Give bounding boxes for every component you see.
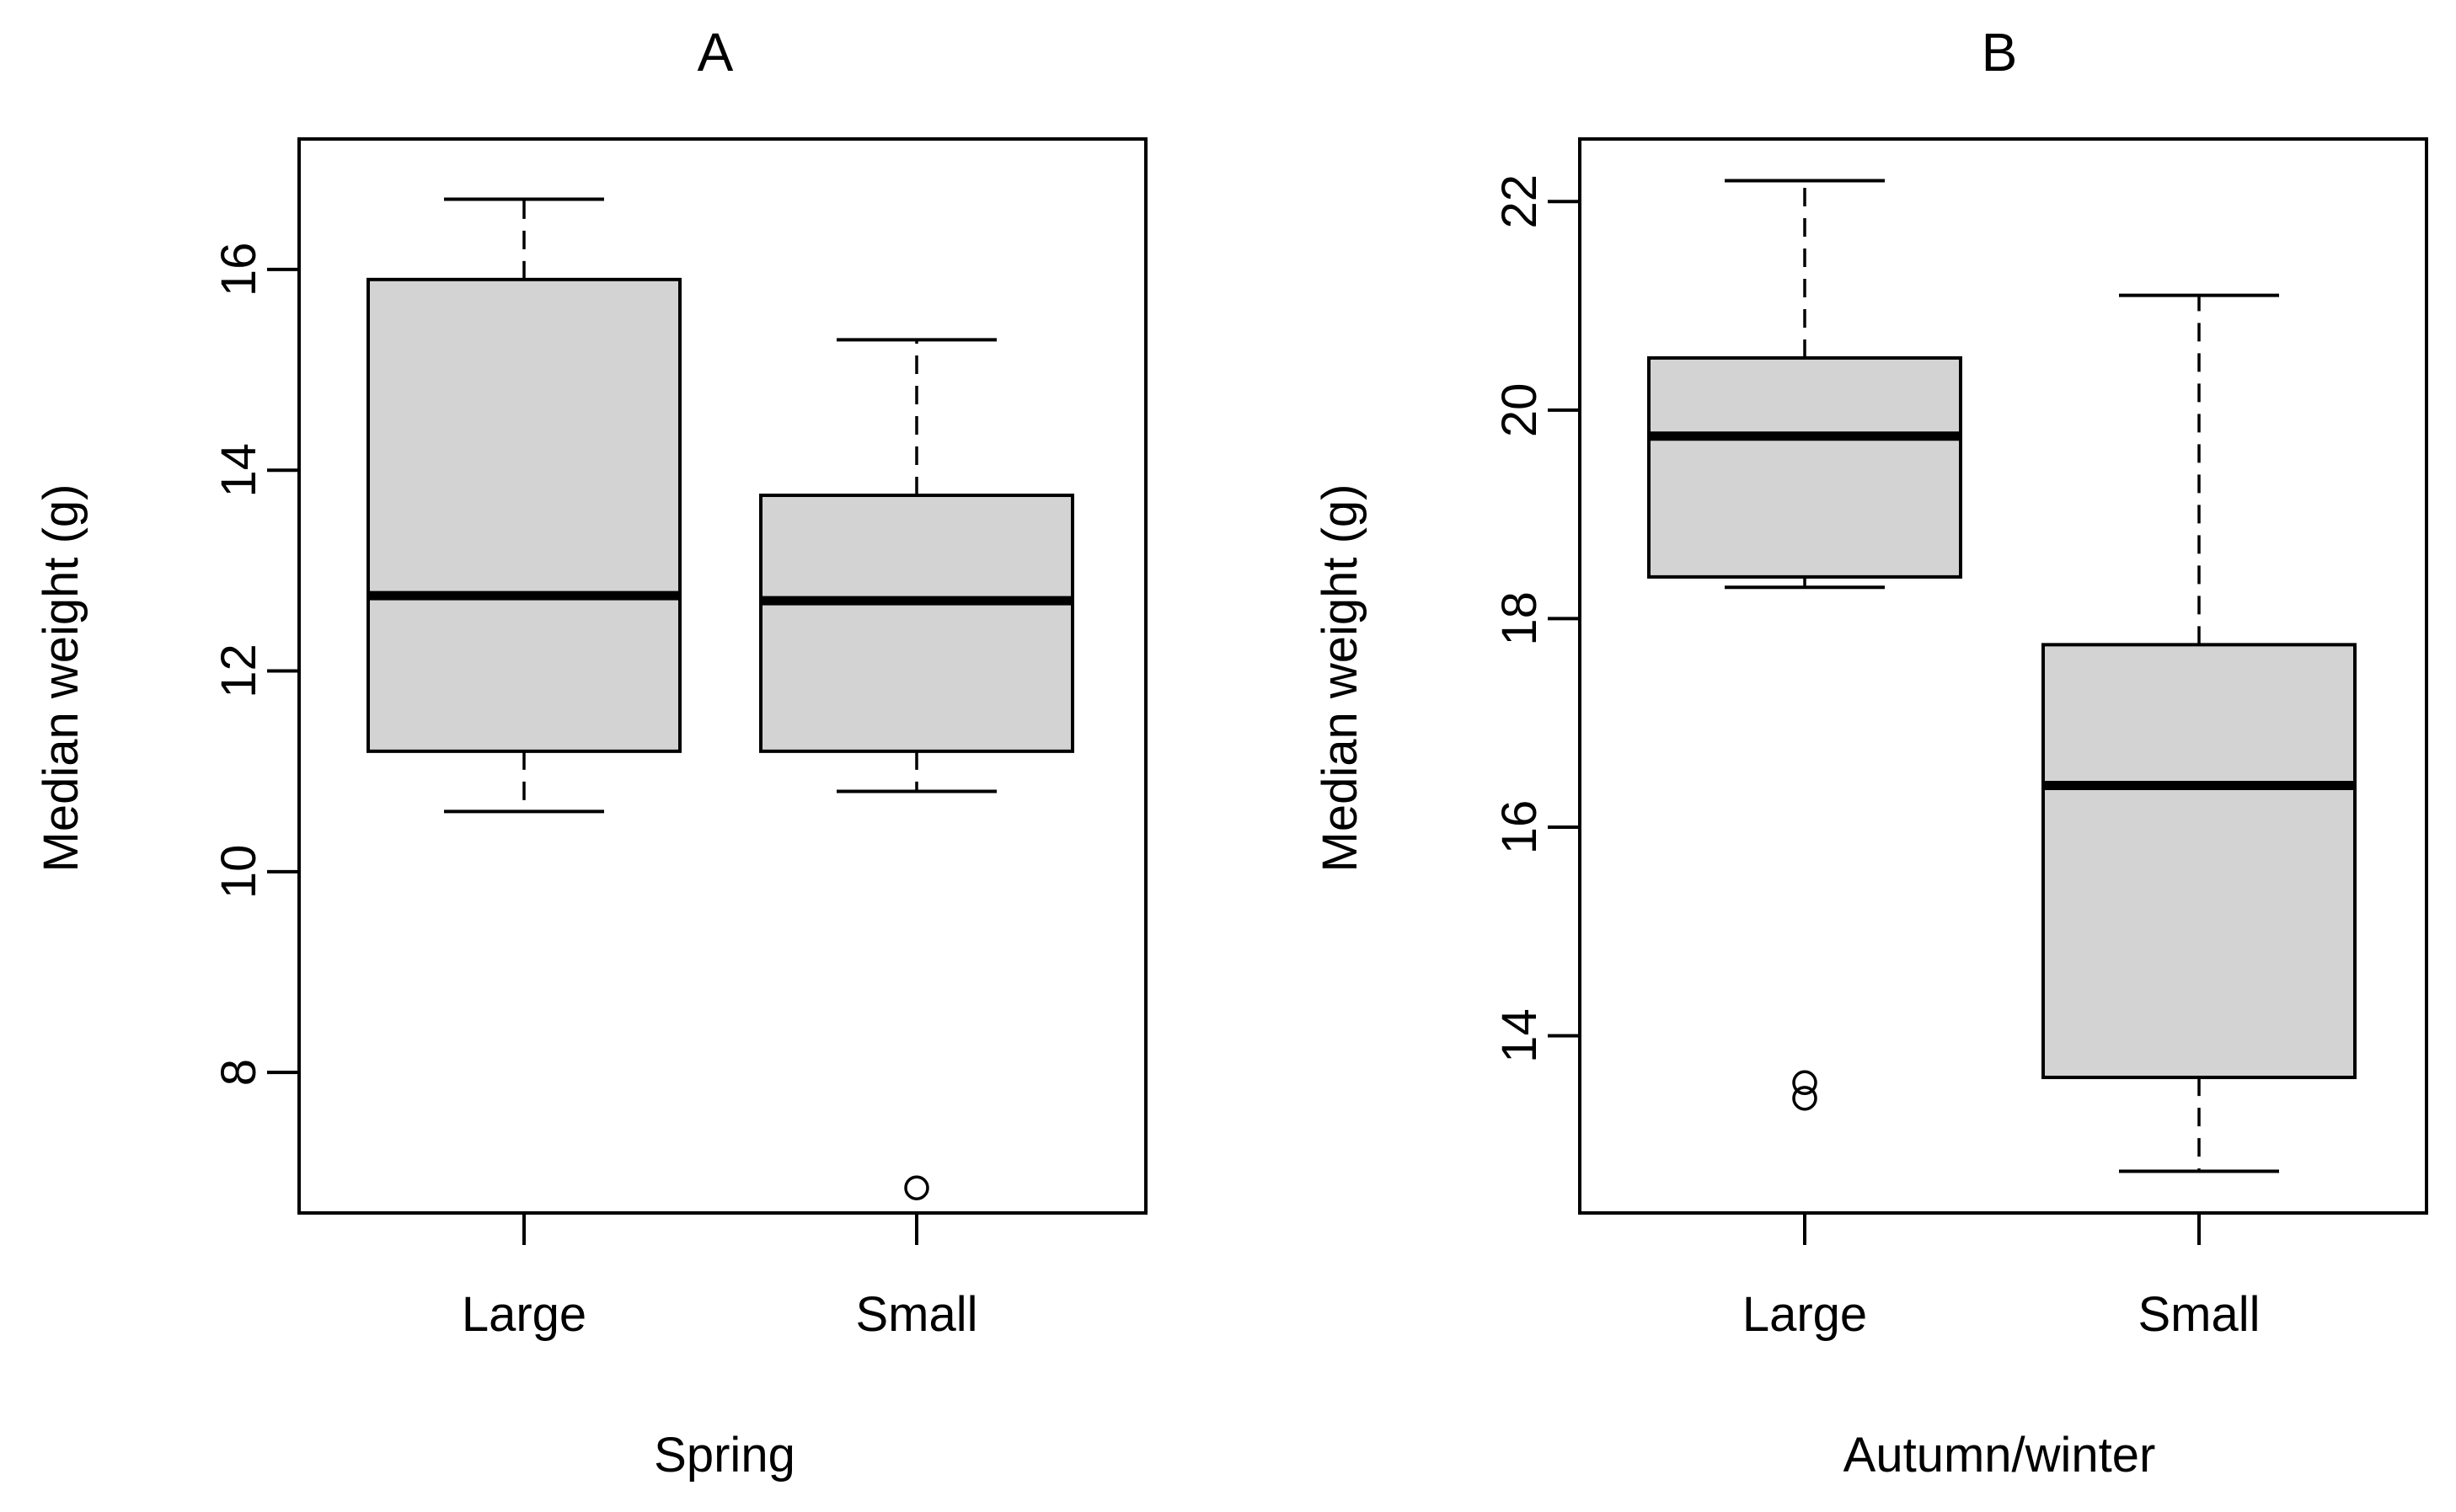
y-tick-label: 14	[1492, 1008, 1547, 1063]
y-tick-label: 22	[1492, 174, 1547, 229]
x-axis-label: Autumn/winter	[1843, 1428, 2156, 1483]
y-tick-label: 8	[211, 1059, 266, 1086]
plot-frame	[297, 137, 1148, 1215]
marks-layer: 8 10 12 14 16 Large Small	[211, 197, 1074, 1342]
x-tick-label: Small	[2138, 1287, 2260, 1342]
outlier-point	[1792, 1070, 1817, 1096]
panel-a: A Spring Median weight (g) 8 10 12 14 16 Larg…	[34, 22, 1148, 1483]
y-tick-label: 20	[1492, 383, 1547, 438]
marks-layer: 14 16 18 20 22 Large Small	[1492, 174, 2357, 1342]
x-tick-label: Large	[462, 1287, 586, 1342]
y-tick-label: 18	[1492, 591, 1547, 646]
panel-title: B	[1982, 22, 2018, 83]
y-tick-label: 12	[211, 644, 266, 698]
x-tick-label: Large	[1742, 1287, 1867, 1342]
panel-title: A	[698, 22, 734, 83]
box-iqr	[759, 494, 1074, 753]
y-tick-label: 14	[211, 443, 266, 498]
plot-frame	[1578, 137, 2428, 1215]
box-iqr	[2041, 643, 2357, 1080]
outlier-point	[904, 1175, 929, 1200]
x-axis-label: Spring	[654, 1428, 795, 1483]
y-tick-label: 16	[1492, 800, 1547, 855]
x-tick-label: Small	[855, 1287, 977, 1342]
box-iqr	[1647, 355, 1962, 579]
y-axis-label: Median weight (g)	[1313, 484, 1367, 873]
panel-b: B Autumn/winter Median weight (g) 14 16 18…	[1313, 22, 2428, 1483]
box-iqr	[367, 277, 682, 753]
y-axis-label: Median weight (g)	[34, 484, 88, 873]
outlier-point	[1792, 1086, 1817, 1111]
y-tick-label: 16	[211, 243, 266, 297]
y-tick-label: 10	[211, 845, 266, 900]
